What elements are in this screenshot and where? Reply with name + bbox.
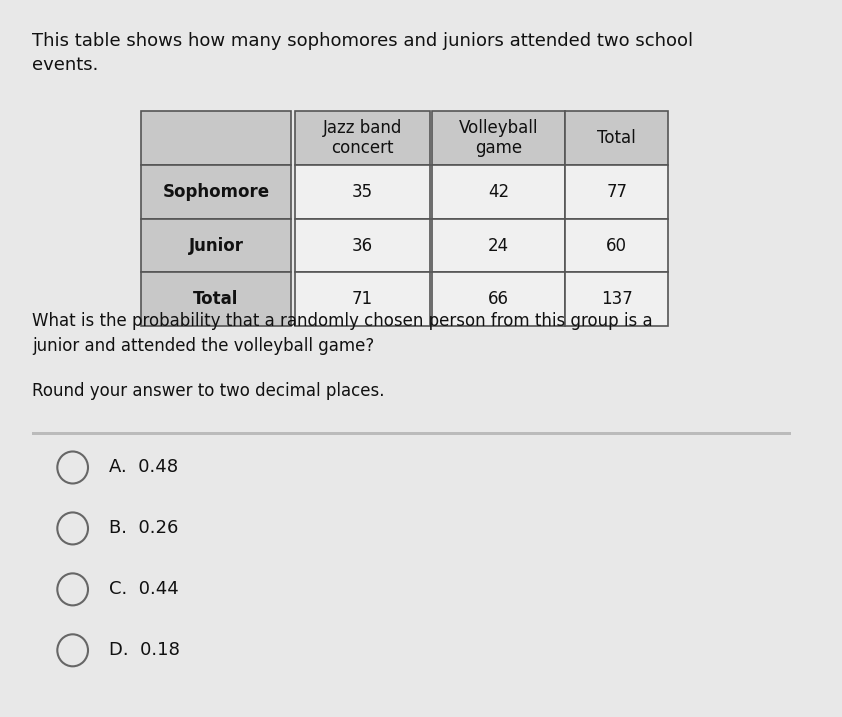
Text: 35: 35 (352, 183, 373, 201)
FancyBboxPatch shape (295, 111, 430, 165)
Text: C.  0.44: C. 0.44 (109, 580, 179, 599)
Text: This table shows how many sophomores and juniors attended two school
events.: This table shows how many sophomores and… (32, 32, 694, 74)
Text: 66: 66 (488, 290, 509, 308)
FancyBboxPatch shape (141, 219, 290, 272)
FancyBboxPatch shape (565, 165, 669, 219)
Text: 77: 77 (606, 183, 627, 201)
FancyBboxPatch shape (32, 432, 791, 435)
FancyBboxPatch shape (141, 165, 290, 219)
Text: 60: 60 (606, 237, 627, 255)
Text: Jazz band
concert: Jazz band concert (322, 118, 402, 158)
Text: A.  0.48: A. 0.48 (109, 458, 179, 477)
Text: Volleyball
game: Volleyball game (459, 118, 538, 158)
Text: B.  0.26: B. 0.26 (109, 519, 179, 538)
Text: Round your answer to two decimal places.: Round your answer to two decimal places. (32, 382, 385, 400)
Text: Sophomore: Sophomore (163, 183, 269, 201)
FancyBboxPatch shape (295, 272, 430, 326)
FancyBboxPatch shape (565, 219, 669, 272)
Text: 42: 42 (488, 183, 509, 201)
FancyBboxPatch shape (295, 219, 430, 272)
FancyBboxPatch shape (432, 165, 565, 219)
FancyBboxPatch shape (295, 165, 430, 219)
FancyBboxPatch shape (565, 272, 669, 326)
FancyBboxPatch shape (565, 111, 669, 165)
FancyBboxPatch shape (432, 111, 565, 165)
Text: Total: Total (194, 290, 238, 308)
Text: What is the probability that a randomly chosen person from this group is a
junio: What is the probability that a randomly … (32, 312, 653, 355)
Text: 24: 24 (488, 237, 509, 255)
FancyBboxPatch shape (432, 272, 565, 326)
Text: 137: 137 (601, 290, 632, 308)
FancyBboxPatch shape (141, 272, 290, 326)
Text: Junior: Junior (189, 237, 243, 255)
Text: 36: 36 (352, 237, 373, 255)
FancyBboxPatch shape (432, 219, 565, 272)
Text: 71: 71 (352, 290, 373, 308)
Text: D.  0.18: D. 0.18 (109, 641, 180, 660)
FancyBboxPatch shape (141, 111, 290, 165)
Text: Total: Total (598, 129, 637, 147)
